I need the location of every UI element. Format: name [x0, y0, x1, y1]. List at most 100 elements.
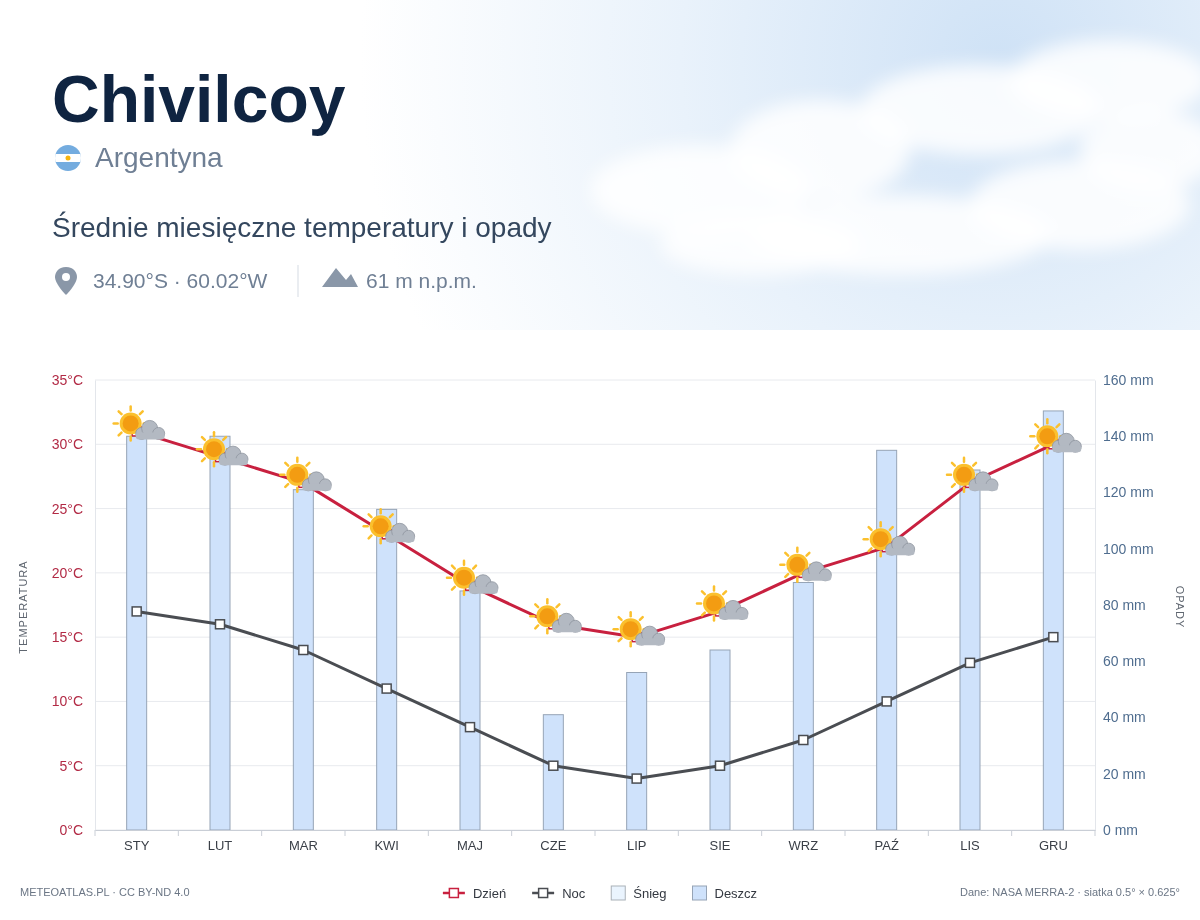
sun-ray — [296, 458, 299, 462]
sun-core — [956, 467, 972, 483]
weather-icon — [114, 406, 165, 440]
y-tick: 30°C — [52, 436, 95, 452]
marker — [1049, 633, 1058, 642]
x-tick: CZE — [540, 830, 566, 853]
cloud-base — [1052, 445, 1081, 452]
sun-core — [206, 441, 222, 457]
sun-ray — [202, 437, 205, 440]
y2-tick: 40 mm — [1095, 709, 1146, 725]
cloud-icon — [302, 472, 331, 491]
x-tick-label: SIE — [710, 838, 731, 853]
sun-ray — [952, 484, 955, 487]
marker — [382, 684, 391, 693]
cloud-base — [636, 638, 665, 645]
x-tick-label: WRZ — [789, 838, 819, 853]
sun-ray — [296, 488, 299, 492]
sun-ray — [713, 586, 716, 590]
cloud-icon — [386, 523, 415, 542]
x-tick: MAR — [289, 830, 318, 853]
cloud-base — [969, 484, 998, 491]
sun-ray — [223, 437, 226, 440]
sun-ray — [364, 525, 368, 528]
sun-ray — [963, 458, 966, 462]
marker — [299, 646, 308, 655]
y-tick: 15°C — [52, 629, 95, 645]
sun-core — [539, 608, 555, 624]
sun-ray — [879, 522, 882, 526]
separator-tick — [428, 830, 429, 836]
sun-core — [1039, 428, 1055, 444]
cloud-base — [886, 548, 915, 555]
sun-ray — [614, 628, 618, 631]
y-tick-label: 25°C — [52, 501, 83, 517]
cloud-icon — [636, 626, 665, 645]
sun-ray — [713, 616, 716, 620]
bar — [210, 436, 230, 830]
x-tick-label: LIS — [960, 838, 980, 853]
y2-tick: 100 mm — [1095, 541, 1154, 557]
y-tick: 35°C — [52, 372, 95, 388]
axis-line — [1095, 381, 1096, 831]
cloud-icon — [552, 613, 581, 632]
sun-ray — [619, 638, 622, 641]
cloud-icon — [719, 600, 748, 619]
pin-shape — [55, 267, 77, 295]
cloud-base — [136, 432, 165, 439]
cloud — [1010, 40, 1200, 120]
pin-hole — [62, 273, 70, 281]
sun-ray — [473, 566, 476, 569]
legend-item: Śnieg — [611, 886, 666, 901]
sun-core — [289, 467, 305, 483]
separator-tick — [511, 830, 512, 836]
sun-ray — [629, 612, 632, 616]
legend-label: Dzień — [473, 886, 506, 901]
sun-ray — [780, 564, 784, 567]
sun-ray — [864, 538, 868, 541]
x-tick-label: MAJ — [457, 838, 483, 853]
markers — [132, 607, 1058, 783]
legend-swatch — [611, 886, 625, 900]
y2-tick: 0 mm — [1095, 822, 1138, 838]
sun-ray — [1030, 435, 1034, 438]
sun-ray — [1046, 449, 1049, 453]
sun-ray — [390, 514, 393, 517]
chart: ChivilcoyArgentynaŚrednie miesięczne tem… — [0, 0, 1200, 920]
cloud-icon — [969, 472, 998, 491]
y2-axis-title: OPADY — [1174, 586, 1186, 629]
sun-ray — [557, 604, 560, 607]
x-tick: SIE — [710, 830, 731, 853]
y2-tick: 120 mm — [1095, 484, 1154, 500]
y-tick: 10°C — [52, 693, 95, 709]
sun-ray — [285, 463, 288, 466]
x-tick-label: STY — [124, 838, 150, 853]
y2-tick-label: 20 mm — [1103, 766, 1146, 782]
cloud-base — [802, 574, 831, 581]
separator-tick — [928, 830, 929, 836]
sun-ray — [785, 553, 788, 556]
y-axis: 0°C5°C10°C15°C20°C25°C30°C35°C — [52, 372, 96, 838]
sun-ray — [702, 613, 705, 616]
y-tick-label: 20°C — [52, 565, 83, 581]
cloud-base — [219, 458, 248, 465]
y2-tick: 140 mm — [1095, 428, 1154, 444]
subtitle: Średnie miesięczne temperatury i opady — [52, 211, 552, 243]
clouds — [590, 40, 1200, 275]
separator-tick — [845, 830, 846, 836]
y-axis-title: TEMPERATURA — [17, 560, 29, 653]
bar — [877, 450, 897, 830]
bar — [460, 591, 480, 830]
grid-line — [95, 637, 1095, 638]
sun-core — [456, 570, 472, 586]
grid-line — [95, 701, 1095, 702]
y2-tick-label: 40 mm — [1103, 709, 1146, 725]
x-tick-label: MAR — [289, 838, 318, 853]
x-tick: GRU — [1039, 830, 1068, 853]
sun-ray — [463, 591, 466, 595]
weather-icon — [614, 612, 665, 646]
separator — [298, 265, 299, 297]
cloud-base — [386, 535, 415, 542]
marker — [466, 723, 475, 732]
sun-ray — [129, 406, 132, 410]
sun-ray — [879, 552, 882, 556]
sun-ray — [129, 436, 132, 440]
